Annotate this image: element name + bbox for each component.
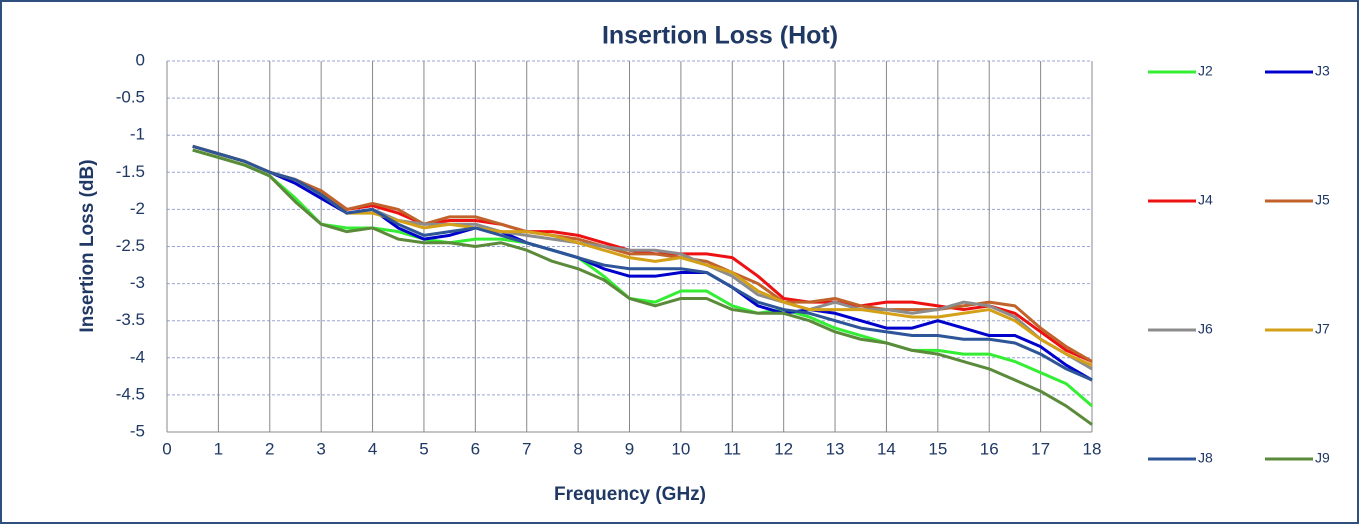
series-line [192,144,1093,382]
x-tick-label: 16 [980,439,999,458]
y-tick-label: -3 [130,273,145,292]
x-tick-label: 6 [471,439,480,458]
x-tick-label: 3 [316,439,325,458]
legend-label: J4 [1198,192,1213,208]
y-axis-label: Insertion Loss (dB) [77,159,98,332]
y-tick-label: -3.5 [116,310,145,329]
x-axis-label: Frequency (GHz) [554,484,706,505]
legend-label: J2 [1198,63,1213,79]
series-line [192,148,1093,408]
x-tick-label: 17 [1031,439,1050,458]
y-tick-label: -4.5 [116,384,145,403]
y-tick-label: -1 [130,125,145,144]
x-tick-label: 18 [1083,439,1102,458]
chart-title: Insertion Loss (Hot) [602,22,838,50]
x-tick-label: 1 [214,439,223,458]
x-tick-label: 5 [419,439,428,458]
y-tick-label: 0 [136,50,145,69]
legend-label: J6 [1198,321,1213,337]
x-tick-label: 2 [265,439,274,458]
y-tick-label: -5 [130,421,145,440]
x-tick-label: 8 [573,439,582,458]
y-tick-label: -2 [130,199,145,218]
y-tick-label: -1.5 [116,162,145,181]
legend-label: J3 [1315,63,1330,79]
y-tick-label: -0.5 [116,88,145,107]
y-tick-label: -4 [130,347,145,366]
x-tick-label: 15 [928,439,947,458]
x-tick-label: 14 [877,439,896,458]
legend-label: J8 [1198,450,1213,466]
y-tick-label: -2.5 [116,236,145,255]
legend-label: J9 [1315,450,1330,466]
x-tick-label: 9 [625,439,634,458]
x-tick-label: 13 [826,439,845,458]
x-tick-label: 10 [671,439,690,458]
x-tick-label: 12 [774,439,793,458]
legend-label: J7 [1315,321,1330,337]
x-tick-label: 11 [723,439,741,458]
x-tick-label: 0 [162,439,171,458]
series-line [192,148,1093,426]
x-tick-label: 7 [522,439,531,458]
legend-label: J5 [1315,192,1330,208]
x-tick-label: 4 [368,439,377,458]
